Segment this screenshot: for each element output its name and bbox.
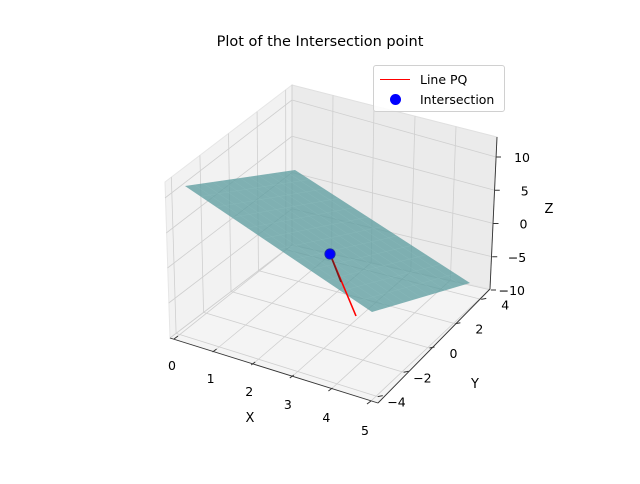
legend-item-line-pq: Line PQ <box>380 70 467 88</box>
z-tick-label: 0 <box>520 217 528 232</box>
x-tick-label: 2 <box>245 384 253 399</box>
y-tick-label: 2 <box>475 322 483 337</box>
legend: Line PQ Intersection <box>373 65 505 112</box>
y-axis-label: Y <box>470 377 479 392</box>
y-tick-label: −4 <box>387 395 405 410</box>
legend-dot-swatch <box>380 94 410 105</box>
z-tick-label: 10 <box>514 150 530 165</box>
x-tick-mark <box>367 401 371 404</box>
x-tick-label: 4 <box>322 410 330 425</box>
x-tick-label: 1 <box>207 371 215 386</box>
legend-label: Line PQ <box>420 72 467 87</box>
legend-label: Intersection <box>420 92 494 107</box>
z-axis-label: Z <box>545 202 554 217</box>
x-tick-label: 3 <box>284 397 292 412</box>
legend-line-swatch <box>380 79 410 80</box>
x-tick-label: 5 <box>361 423 369 438</box>
y-tick-label: −2 <box>413 370 431 385</box>
z-tick-label: −10 <box>499 283 525 298</box>
x-tick-label: 0 <box>168 358 176 373</box>
intersection-point <box>325 249 335 259</box>
y-tick-label: 4 <box>501 297 509 312</box>
y-tick-mark <box>481 298 486 299</box>
z-tick-label: 5 <box>521 183 529 198</box>
y-tick-label: 0 <box>450 346 458 361</box>
chart-title: Plot of the Intersection point <box>0 34 640 50</box>
x-axis-label: X <box>246 411 255 426</box>
z-tick-label: −5 <box>508 250 526 265</box>
legend-item-intersection: Intersection <box>380 90 494 108</box>
